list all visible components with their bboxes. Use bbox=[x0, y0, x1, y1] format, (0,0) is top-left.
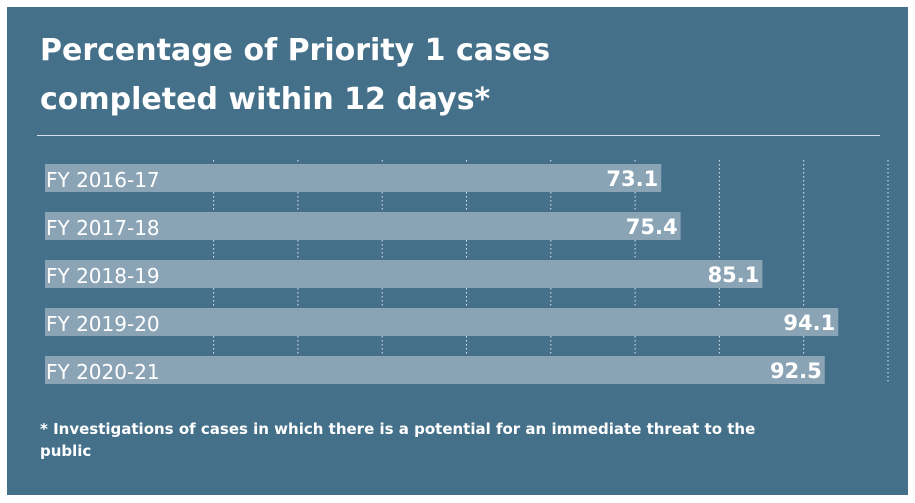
category-label: FY 2020-21 bbox=[46, 360, 160, 384]
value-label: 73.1 bbox=[606, 167, 658, 191]
bar-fy-2018-19 bbox=[45, 260, 763, 288]
bars bbox=[45, 164, 839, 384]
category-label: FY 2016-17 bbox=[46, 168, 160, 192]
gridlines bbox=[213, 160, 889, 383]
value-label: 85.1 bbox=[708, 263, 760, 287]
chart-panel bbox=[7, 7, 908, 495]
value-label: 75.4 bbox=[626, 215, 678, 239]
value-label: 92.5 bbox=[770, 359, 822, 383]
category-label: FY 2019-20 bbox=[46, 312, 160, 336]
chart-title-line-1: Percentage of Priority 1 cases bbox=[40, 33, 551, 68]
category-label: FY 2017-18 bbox=[46, 216, 160, 240]
title-divider bbox=[37, 135, 880, 136]
bar-fy-2017-18 bbox=[45, 212, 681, 240]
labels: FY 2016-17 73.1 FY 2017-18 75.4 FY 2018-19 85… bbox=[46, 167, 835, 384]
bar-fy-2016-17 bbox=[45, 164, 662, 192]
footnote: * Investigations of cases in which there… bbox=[40, 420, 756, 460]
category-label: FY 2018-19 bbox=[46, 264, 160, 288]
bar-fy-2019-20 bbox=[45, 308, 839, 336]
chart-title-line-2: completed within 12 days* bbox=[40, 82, 491, 117]
bar-fy-2020-21 bbox=[45, 356, 825, 384]
chart-title: Percentage of Priority 1 cases completed… bbox=[40, 26, 800, 124]
value-label: 94.1 bbox=[783, 311, 835, 335]
